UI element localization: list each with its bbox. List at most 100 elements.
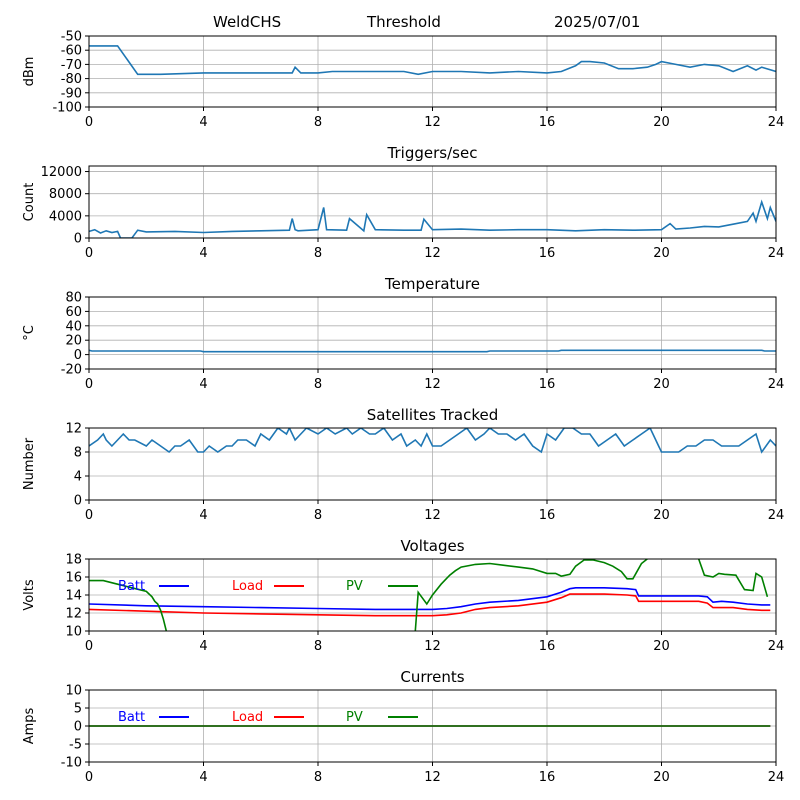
x-tick-label: 12 — [424, 377, 441, 392]
y-tick-label: 60 — [65, 305, 82, 320]
y-tick-label: 10 — [65, 684, 82, 699]
y-tick-label: 4 — [74, 470, 82, 485]
x-tick-label: 16 — [539, 115, 556, 130]
y-tick-label: -90 — [61, 86, 82, 101]
x-tick-label: 0 — [85, 508, 93, 523]
series-line — [89, 586, 771, 611]
legend-label: Batt — [118, 710, 145, 725]
panel-title: Triggers/sec — [387, 144, 478, 162]
y-tick-label: -100 — [52, 101, 82, 116]
x-tick-label: 16 — [539, 639, 556, 654]
panel-5: 0 4 8 12 16 20 24 -10 -5 0 5 10 Currents Amps Batt Load… — [22, 668, 784, 785]
y-tick-label: 10 — [65, 625, 82, 640]
x-tick-label: 4 — [199, 246, 207, 261]
x-tick-label: 24 — [768, 508, 785, 523]
x-tick-label: 16 — [539, 246, 556, 261]
x-tick-label: 4 — [199, 770, 207, 785]
panel-3: 0 4 8 12 16 20 24 0 4 8 12 Satellites Tracked Number — [22, 406, 784, 523]
y-tick-label: -60 — [61, 44, 82, 59]
series-line — [697, 559, 769, 598]
y-axis-label: Number — [22, 437, 37, 490]
y-tick-label: 12 — [65, 422, 82, 437]
x-tick-label: 0 — [85, 639, 93, 654]
legend-label: Load — [232, 579, 263, 594]
panel-title: Satellites Tracked — [367, 406, 498, 424]
x-tick-label: 4 — [199, 639, 207, 654]
x-tick-label: 24 — [768, 377, 785, 392]
series-line — [89, 593, 771, 617]
x-tick-label: 24 — [768, 770, 785, 785]
x-tick-label: 12 — [424, 639, 441, 654]
x-tick-label: 12 — [424, 246, 441, 261]
series-line — [414, 559, 648, 631]
x-tick-label: 24 — [768, 115, 785, 130]
y-tick-label: 5 — [74, 702, 82, 717]
x-tick-label: 4 — [199, 508, 207, 523]
x-tick-label: 8 — [314, 639, 322, 654]
series-line — [89, 428, 776, 454]
x-tick-label: 20 — [653, 770, 670, 785]
y-axis-label: Volts — [22, 579, 37, 611]
x-tick-label: 4 — [199, 115, 207, 130]
panel-title: Temperature — [384, 275, 480, 293]
header-mode: Threshold — [366, 13, 441, 31]
legend-label: PV — [346, 710, 363, 725]
y-tick-label: 14 — [65, 589, 82, 604]
series-line — [89, 45, 776, 76]
y-tick-label: 16 — [65, 571, 82, 586]
series-line — [89, 199, 776, 238]
x-tick-label: 0 — [85, 115, 93, 130]
header-date: 2025/07/01 — [554, 13, 640, 31]
x-tick-label: 16 — [539, 508, 556, 523]
x-tick-label: 24 — [768, 246, 785, 261]
y-tick-label: 0 — [74, 494, 82, 509]
legend-label: Load — [232, 710, 263, 725]
x-tick-label: 20 — [653, 377, 670, 392]
y-axis-label: °C — [22, 325, 37, 341]
y-tick-label: -70 — [61, 58, 82, 73]
x-tick-label: 0 — [85, 246, 93, 261]
y-tick-label: 40 — [65, 319, 82, 334]
y-tick-label: -80 — [61, 72, 82, 87]
panel-4: 0 4 8 12 16 20 24 10 12 14 16 18 Voltages Volts Batt Lo… — [22, 537, 784, 654]
y-tick-label: 12 — [65, 607, 82, 622]
x-tick-label: 8 — [314, 508, 322, 523]
header-station: WeldCHS — [213, 13, 281, 31]
y-tick-label: 20 — [65, 334, 82, 349]
x-tick-label: 0 — [85, 770, 93, 785]
x-tick-label: 20 — [653, 639, 670, 654]
y-tick-label: -10 — [61, 756, 82, 771]
y-tick-label: 0 — [74, 232, 82, 247]
y-tick-label: 80 — [65, 291, 82, 306]
x-tick-label: 12 — [424, 770, 441, 785]
y-tick-label: 0 — [74, 720, 82, 735]
x-tick-label: 24 — [768, 639, 785, 654]
y-tick-label: 18 — [65, 553, 82, 568]
y-axis-label: dBm — [22, 57, 37, 87]
y-tick-label: 4000 — [49, 209, 82, 224]
y-tick-label: 12000 — [41, 165, 82, 180]
x-tick-label: 4 — [199, 377, 207, 392]
x-tick-label: 16 — [539, 377, 556, 392]
y-axis-label: Amps — [22, 707, 37, 744]
panel-title: Voltages — [400, 537, 464, 555]
x-tick-label: 8 — [314, 770, 322, 785]
y-tick-label: -50 — [61, 30, 82, 45]
y-axis-label: Count — [22, 183, 37, 222]
legend-label: PV — [346, 579, 363, 594]
x-tick-label: 16 — [539, 770, 556, 785]
legend-label: Batt — [118, 579, 145, 594]
x-tick-label: 8 — [314, 115, 322, 130]
series-line — [89, 349, 776, 353]
x-tick-label: 0 — [85, 377, 93, 392]
x-tick-label: 12 — [424, 115, 441, 130]
x-tick-label: 8 — [314, 377, 322, 392]
y-tick-label: 0 — [74, 348, 82, 363]
x-tick-label: 20 — [653, 508, 670, 523]
series-line — [89, 579, 168, 631]
y-tick-label: 8000 — [49, 187, 82, 202]
x-tick-label: 8 — [314, 246, 322, 261]
y-tick-label: -20 — [61, 363, 82, 378]
